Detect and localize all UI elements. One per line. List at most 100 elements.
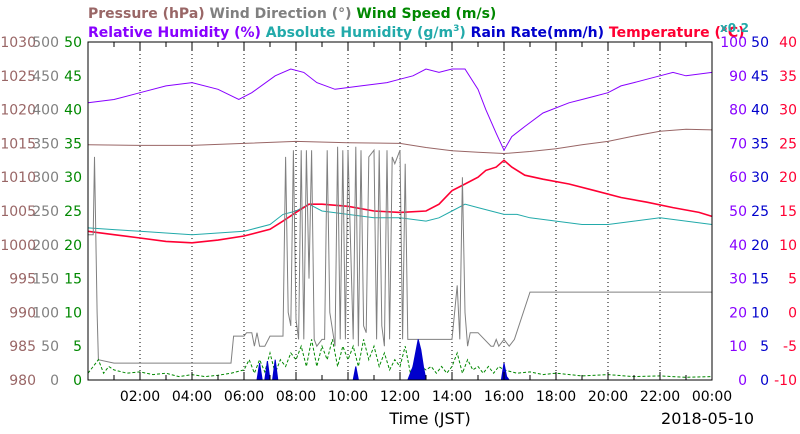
series-absolute-humidity-g-m3-x0-2 (87, 203, 713, 236)
legend-relative-humidity: Relative Humidity (%) (88, 25, 261, 41)
x-tick-label-11: 00:00 (692, 389, 732, 405)
y-tick-humidity-3: 70 (729, 136, 747, 152)
legend-line-2: Relative Humidity (%) Absolute Humidity … (88, 24, 745, 41)
y-tick-humidity-10: 0 (738, 373, 747, 389)
legend-absolute-humidity-g-m-superscript: 3 (453, 24, 459, 34)
x-tick-label-9: 20:00 (588, 389, 628, 405)
y-tick-temperature-8: 0 (788, 305, 797, 321)
y-tick-temperature-0: 40 (779, 35, 797, 51)
y-tick-humidity-5: 50 (729, 204, 747, 220)
legend-rain-rate-mm-h: Rain Rate(mm/h) (466, 25, 604, 41)
legend-pressure-hpa: Pressure (hPa) (88, 6, 205, 22)
x-tick-label-4: 10:00 (328, 389, 368, 405)
y-tick-temperature-10: -10 (774, 373, 797, 389)
y-tick-rain-rate-2: 40 (751, 103, 769, 119)
x-tick-label-3: 08:00 (276, 389, 316, 405)
y-tick-wind-direction-0: 500 (32, 35, 59, 51)
y-tick-rain-rate-5: 25 (751, 204, 769, 220)
y-tick-wind-speed-5: 25 (64, 204, 82, 220)
legend-temperature-c: Temperature (°C) (604, 25, 745, 41)
grid (139, 42, 661, 380)
y-tick-humidity-6: 40 (729, 238, 747, 254)
y-tick-rain-rate-7: 15 (751, 272, 769, 288)
y-tick-temperature-2: 30 (779, 103, 797, 119)
series-layer (87, 68, 713, 381)
legend-wind-direction: Wind Direction (°) (205, 6, 352, 22)
y-tick-temperature-5: 15 (779, 204, 797, 220)
x-tick-label-10: 22:00 (640, 389, 680, 405)
y-tick-humidity-4: 60 (729, 170, 747, 186)
x-tick-label-0: 02:00 (120, 389, 160, 405)
series-pressure-hpa (87, 128, 713, 155)
y-tick-temperature-4: 20 (779, 170, 797, 186)
y-tick-rain-rate-10: 0 (760, 373, 769, 389)
legend-absolute-humidity-g-m-close: ) (459, 25, 465, 41)
y-tick-humidity-1: 90 (729, 69, 747, 85)
y-tick-temperature-9: -5 (783, 339, 797, 355)
chart-date: 2018-05-10 (661, 409, 754, 428)
y-tick-wind-speed-0: 50 (64, 35, 82, 51)
y-tick-pressure-10: 980 (9, 373, 36, 389)
y-tick-pressure-8: 990 (9, 305, 36, 321)
x-tick-label-6: 14:00 (432, 389, 472, 405)
y-tick-wind-speed-10: 0 (73, 373, 82, 389)
y-tick-wind-direction-8: 100 (32, 305, 59, 321)
y-tick-humidity-8: 20 (729, 305, 747, 321)
x-axis-label: Time (JST) (388, 409, 470, 428)
y-tick-wind-speed-4: 30 (64, 170, 82, 186)
y-tick-pressure-0: 1030 (0, 35, 36, 51)
x-tick-label-1: 04:00 (172, 389, 212, 405)
y-tick-wind-speed-7: 15 (64, 272, 82, 288)
left-axes: 1030102510201015101010051000995990985980… (0, 35, 82, 389)
y-tick-wind-direction-2: 400 (32, 103, 59, 119)
y-tick-rain-rate-1: 45 (751, 69, 769, 85)
y-tick-pressure-5: 1005 (0, 204, 36, 220)
y-tick-wind-speed-8: 10 (64, 305, 82, 321)
y-tick-rain-rate-0: 50 (751, 35, 769, 51)
legend-wind-speed-m-s: Wind Speed (m/s) (352, 6, 497, 22)
y-tick-pressure-7: 995 (9, 272, 36, 288)
x-tick-label-8: 18:00 (536, 389, 576, 405)
series-relative-humidity (87, 68, 713, 152)
legend-line-1: Pressure (hPa) Wind Direction (°) Wind S… (88, 6, 496, 22)
x-axis: 02:00 04:00 06:00 08:00 10:00 12:00 14:00 16:00… (87, 42, 732, 405)
x-tick-label-7: 16:00 (484, 389, 524, 405)
y-tick-temperature-7: 5 (788, 272, 797, 288)
y-tick-wind-speed-2: 40 (64, 103, 82, 119)
y-tick-humidity-2: 80 (729, 103, 747, 119)
y-tick-wind-direction-10: 0 (50, 373, 59, 389)
y-tick-wind-direction-5: 250 (32, 204, 59, 220)
y-tick-wind-direction-1: 450 (32, 69, 59, 85)
y-tick-wind-direction-3: 350 (32, 136, 59, 152)
x-tick-label-2: 06:00 (224, 389, 264, 405)
legend: Pressure (hPa) Wind Direction (°) Wind S… (88, 6, 749, 41)
y-tick-humidity-0: 100 (720, 35, 747, 51)
y-tick-pressure-9: 985 (9, 339, 36, 355)
y-tick-wind-speed-1: 45 (64, 69, 82, 85)
y-tick-wind-direction-7: 150 (32, 272, 59, 288)
series-rain-rate-mm-h (256, 339, 511, 381)
y-tick-temperature-3: 25 (779, 136, 797, 152)
legend-absolute-humidity-g-m: Absolute Humidity (g/m (261, 25, 453, 41)
abs-humidity-scale-note: x0.2 (720, 21, 749, 35)
y-tick-pressure-3: 1015 (0, 136, 36, 152)
y-tick-humidity-7: 30 (729, 272, 747, 288)
y-tick-rain-rate-6: 20 (751, 238, 769, 254)
y-tick-rain-rate-8: 10 (751, 305, 769, 321)
series-wind-speed-m-s (87, 339, 713, 378)
y-tick-wind-direction-9: 50 (41, 339, 59, 355)
y-tick-temperature-6: 10 (779, 238, 797, 254)
series-temperature-c (87, 159, 713, 244)
y-tick-pressure-1: 1025 (0, 69, 36, 85)
y-tick-rain-rate-4: 30 (751, 170, 769, 186)
series-wind-direction (88, 146, 712, 364)
y-tick-wind-direction-4: 300 (32, 170, 59, 186)
y-tick-wind-speed-3: 35 (64, 136, 82, 152)
right-axes: 1009080706050403020100504540353025201510… (720, 35, 797, 389)
y-tick-pressure-4: 1010 (0, 170, 36, 186)
y-tick-pressure-2: 1020 (0, 103, 36, 119)
y-tick-wind-direction-6: 200 (32, 238, 59, 254)
y-tick-rain-rate-3: 35 (751, 136, 769, 152)
y-tick-temperature-1: 35 (779, 69, 797, 85)
